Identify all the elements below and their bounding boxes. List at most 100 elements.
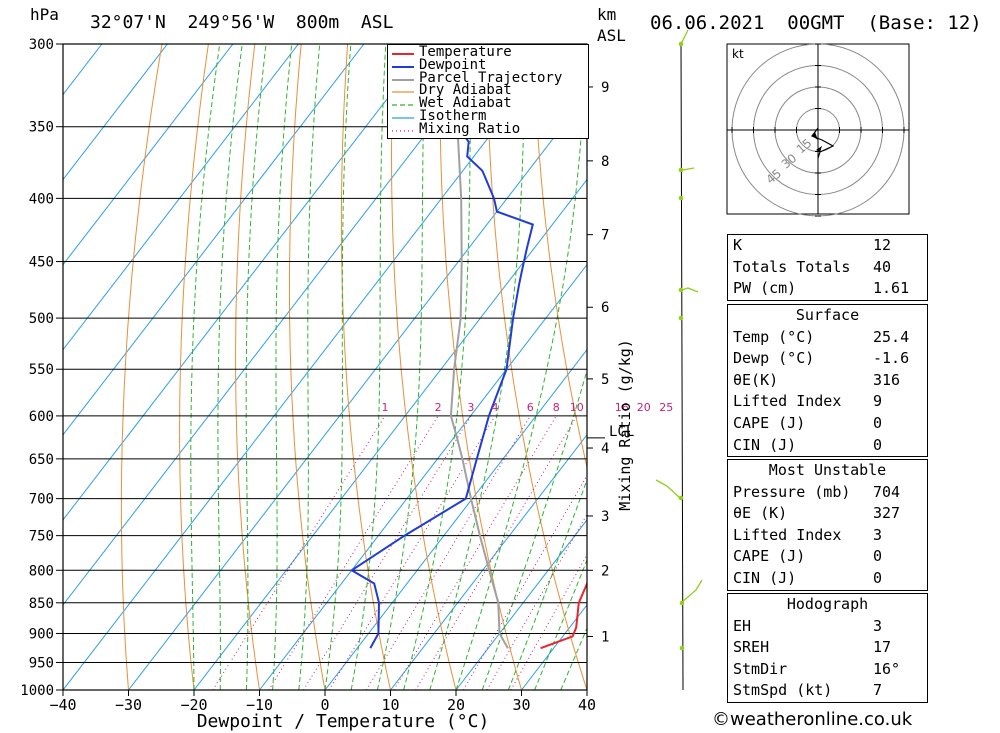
isotherm-line <box>390 433 587 690</box>
km-tick-label: 7 <box>601 228 609 244</box>
legend-swatch <box>392 117 414 119</box>
temp-tick-label: 30 <box>512 696 530 714</box>
most-unstable-index-label: θE (K) <box>733 504 788 523</box>
pressure-tick-label: 300 <box>29 37 54 53</box>
surface-index-label: Dewp (°C) <box>733 349 815 368</box>
wet-adiabat-line <box>507 478 587 690</box>
legend-swatch <box>392 65 414 68</box>
hodograph-index-label: EH <box>733 616 752 635</box>
legend-swatch <box>392 78 414 81</box>
wind-barb <box>655 479 681 499</box>
most-unstable-index-value: 3 <box>873 525 883 544</box>
mixing-ratio-line <box>328 415 496 690</box>
wet-adiabat-line <box>403 44 473 690</box>
general-index-label: K <box>733 236 743 254</box>
surface-index-value: 25.4 <box>873 327 910 346</box>
surface-index-label: θE(K) <box>733 370 779 389</box>
dry-adiabat-line <box>579 44 587 145</box>
surface-index-value: 0 <box>873 435 883 454</box>
hodograph-index-label: StmDir <box>733 659 788 678</box>
surface-index-label: CIN (J) <box>733 435 797 454</box>
legend-item: Dry Adiabat <box>388 82 588 99</box>
isotherm-line <box>63 44 168 181</box>
isotherm-line <box>63 44 430 521</box>
mixing-ratio-label: 1 <box>382 401 389 414</box>
mixing-ratio-line <box>365 415 531 690</box>
pressure-tick-label: 450 <box>29 255 54 271</box>
most-unstable-index-label: CIN (J) <box>733 568 797 587</box>
general-index-value: 1.61 <box>873 279 910 298</box>
wet-adiabat-line <box>376 44 427 690</box>
most-unstable-index-row: CAPE (J) 0 <box>728 546 927 568</box>
general-index-label: PW (cm) <box>733 279 797 298</box>
pressure-tick-label: 600 <box>29 409 54 425</box>
pressure-tick-label: 850 <box>29 596 54 612</box>
isotherm-line <box>63 44 234 266</box>
temp-tick-label: 40 <box>578 696 596 714</box>
legend-label: Temperature <box>419 44 512 60</box>
surface-index-row: Lifted Index 9 <box>728 391 927 413</box>
dry-adiabat-line <box>951 44 1000 690</box>
pressure-unit-label: hPa <box>30 5 59 24</box>
mixing-ratio-line <box>415 415 578 690</box>
legend-label: Wet Adiabat <box>419 95 512 112</box>
mixing-ratio-label: 6 <box>527 401 534 414</box>
wind-dot <box>679 600 685 606</box>
wind-dot <box>678 195 684 201</box>
mixing-ratio-line <box>510 553 587 690</box>
indices-surface: Surface Temp (°C) 25.4 Dewp (°C) -1.6 θE(K) 3… <box>727 304 928 458</box>
hodograph-index-label: StmSpd (kt) <box>733 681 833 700</box>
most-unstable-index-row: CIN (J) 0 <box>728 568 927 590</box>
km-tick-label: 8 <box>601 154 609 170</box>
pressure-tick-label: 1000 <box>20 683 54 699</box>
legend-swatch <box>392 53 414 55</box>
km-tick-label: 2 <box>601 563 609 579</box>
hodograph-index-value: 17 <box>873 638 892 657</box>
surface-index-row: Temp (°C) 25.4 <box>728 327 927 349</box>
pressure-tick-label: 900 <box>29 626 54 642</box>
wet-adiabat-line <box>190 44 221 690</box>
datetime-title: 06.06.2021 00GMT (Base: 12) <box>650 12 982 34</box>
hodograph-index-row: SREH 17 <box>728 637 927 659</box>
mixing-ratio-label: 16 <box>615 401 629 414</box>
temp-tick-label: 0 <box>320 696 329 714</box>
lcl-label: LCL <box>609 424 634 440</box>
temp-tick-label: −10 <box>246 696 273 714</box>
mixing-ratio-label: 3 <box>467 401 474 414</box>
temp-tick-label: −30 <box>115 696 142 714</box>
hodograph-title: Hodograph <box>786 595 869 613</box>
most-unstable-index-row: Pressure (mb) 704 <box>728 482 927 504</box>
legend-label: Dry Adiabat <box>419 82 512 99</box>
wet-adiabat-line <box>324 44 352 690</box>
general-index-row: PW (cm) 1.61 <box>728 278 927 300</box>
hodograph-index-value: 16° <box>873 659 901 678</box>
surface-index-row: CIN (J) 0 <box>728 435 927 457</box>
indices-general: K 12 Totals Totals 40 PW (cm) 1.61 <box>727 234 928 301</box>
mixing-ratio-label: 20 <box>637 401 651 414</box>
temp-tick-label: 10 <box>381 696 399 714</box>
legend-swatch <box>392 104 414 106</box>
temp-tick-label: −20 <box>180 696 207 714</box>
dry-adiabat-line <box>120 44 163 690</box>
indices-hodograph: Hodograph EH 3 SREH 17 StmDir 16° StmSpd (kt) 7 <box>727 593 928 703</box>
legend-item: Dewpoint <box>388 57 588 73</box>
surface-index-value: 9 <box>873 392 883 411</box>
parcel-trajectory-line <box>449 44 509 649</box>
mixing-ratio-label: 10 <box>570 401 584 414</box>
mixing-ratio-axis-label: Mixing Ratio (g/kg) <box>616 339 634 511</box>
km-tick-label: 5 <box>601 372 609 388</box>
surface-index-label: Lifted Index <box>733 392 842 411</box>
most-unstable-index-label: Pressure (mb) <box>733 482 851 501</box>
km-label: km <box>597 5 617 24</box>
isotherm-line <box>259 263 587 690</box>
legend-item: Parcel Trajectory <box>388 70 588 86</box>
surface-index-label: CAPE (J) <box>733 413 806 432</box>
most-unstable-index-label: CAPE (J) <box>733 547 806 566</box>
hodograph-index-row: StmDir 16° <box>728 659 927 681</box>
surface-index-value: 316 <box>873 370 901 389</box>
pressure-tick-label: 950 <box>29 655 54 671</box>
mixing-ratio-line <box>212 415 386 690</box>
dry-adiabat-line <box>289 44 326 690</box>
wet-adiabat-line <box>350 44 387 690</box>
